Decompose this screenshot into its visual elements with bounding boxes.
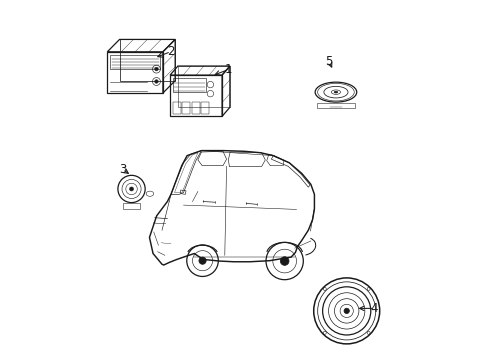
Text: 3: 3 <box>119 163 126 176</box>
Circle shape <box>280 257 288 265</box>
Circle shape <box>154 67 158 71</box>
Text: 2: 2 <box>167 45 174 58</box>
Text: 5: 5 <box>325 55 332 68</box>
Circle shape <box>344 308 348 314</box>
Text: 1: 1 <box>224 63 232 76</box>
Circle shape <box>129 187 133 191</box>
Text: 4: 4 <box>370 302 377 315</box>
Circle shape <box>199 257 206 264</box>
Circle shape <box>154 80 158 83</box>
Ellipse shape <box>334 91 337 93</box>
